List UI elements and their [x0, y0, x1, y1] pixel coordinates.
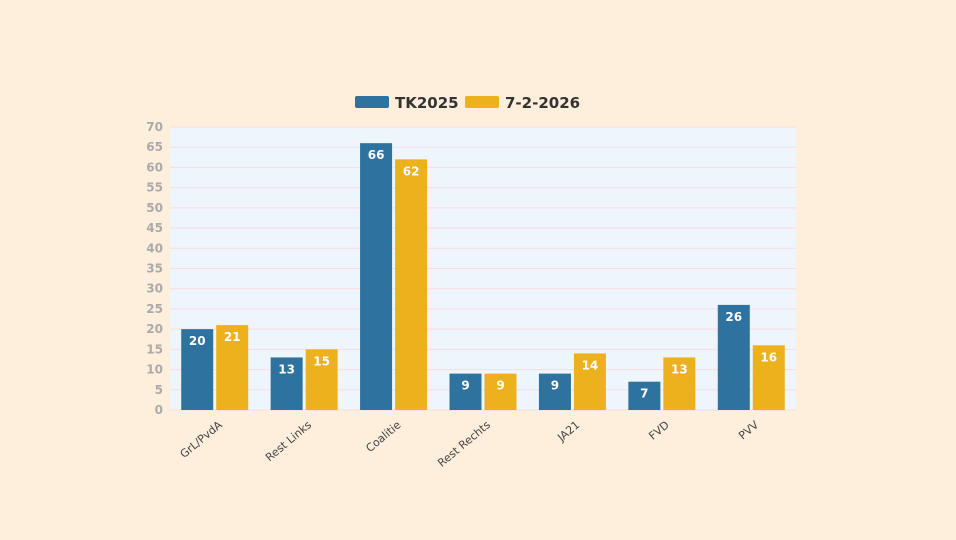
data-label: 13 [278, 362, 295, 376]
data-label: 14 [582, 358, 599, 372]
x-tick-label: GrL/PvdA [178, 418, 225, 461]
legend-label: TK2025 [395, 94, 459, 112]
x-tick-label: FVD [646, 418, 671, 442]
bar-tk2025-pvv [717, 304, 750, 410]
y-tick-label: 60 [146, 160, 163, 174]
y-tick-label: 50 [146, 201, 163, 215]
bar-7-2-2026-ja21 [573, 353, 606, 410]
x-tick-label: Rest Rechts [435, 418, 493, 470]
y-tick-label: 35 [146, 262, 163, 276]
data-label: 26 [725, 310, 742, 324]
bar-tk2025-grl-pvda [181, 329, 214, 410]
data-label: 9 [496, 379, 504, 393]
bars [181, 143, 785, 410]
bar-tk2025-fvd [628, 381, 661, 410]
x-tick-label: JA21 [554, 418, 582, 444]
x-tick-label: Coalitie [363, 418, 403, 455]
y-tick-label: 65 [146, 140, 163, 154]
data-label: 16 [760, 350, 777, 364]
y-tick-label: 5 [155, 383, 163, 397]
x-axis: GrL/PvdA Rest Links Coalitie Rest Rechts JA2… [178, 418, 762, 470]
bar-tk2025-coalitie [360, 143, 393, 410]
y-tick-label: 70 [146, 120, 163, 134]
legend-swatch [465, 96, 499, 108]
bar-tk2025-rest-links [270, 357, 303, 410]
y-tick-label: 15 [146, 342, 163, 356]
bar-7-2-2026-rest-links [305, 349, 338, 410]
data-label: 62 [403, 164, 420, 178]
data-label: 66 [368, 148, 385, 162]
y-tick-label: 10 [146, 363, 163, 377]
data-label: 9 [461, 379, 469, 393]
bar-tk2025-rest-rechts [449, 373, 482, 410]
data-labels: 20 21 13 15 66 62 9 9 9 14 7 13 26 16 [189, 148, 777, 401]
y-tick-label: 40 [146, 241, 163, 255]
y-axis: 0 5 10 15 20 25 30 35 40 45 50 55 60 65 70 [146, 120, 163, 417]
y-tick-label: 20 [146, 322, 163, 336]
x-tick-label: PVV [736, 418, 761, 442]
bar-7-2-2026-grl-pvda [216, 325, 249, 410]
y-tick-label: 55 [146, 181, 163, 195]
x-tick-label: Rest Links [263, 418, 314, 464]
bar-7-2-2026-pvv [752, 345, 785, 410]
bar-7-2-2026-fvd [663, 357, 696, 410]
data-label: 20 [189, 334, 206, 348]
data-label: 9 [551, 379, 559, 393]
data-label: 21 [224, 330, 241, 344]
legend-swatch [355, 96, 389, 108]
y-tick-label: 0 [155, 403, 163, 417]
bar-7-2-2026-rest-rechts [484, 373, 517, 410]
y-tick-label: 25 [146, 302, 163, 316]
y-tick-label: 45 [146, 221, 163, 235]
bar-7-2-2026-coalitie [395, 159, 428, 410]
legend-label: 7-2-2026 [505, 94, 580, 112]
y-tick-label: 30 [146, 282, 163, 296]
bar-tk2025-ja21 [538, 373, 571, 410]
data-label: 13 [671, 362, 688, 376]
chart-legend: TK2025 7-2-2026 [355, 94, 580, 112]
data-label: 15 [313, 354, 330, 368]
data-label: 7 [640, 387, 648, 401]
